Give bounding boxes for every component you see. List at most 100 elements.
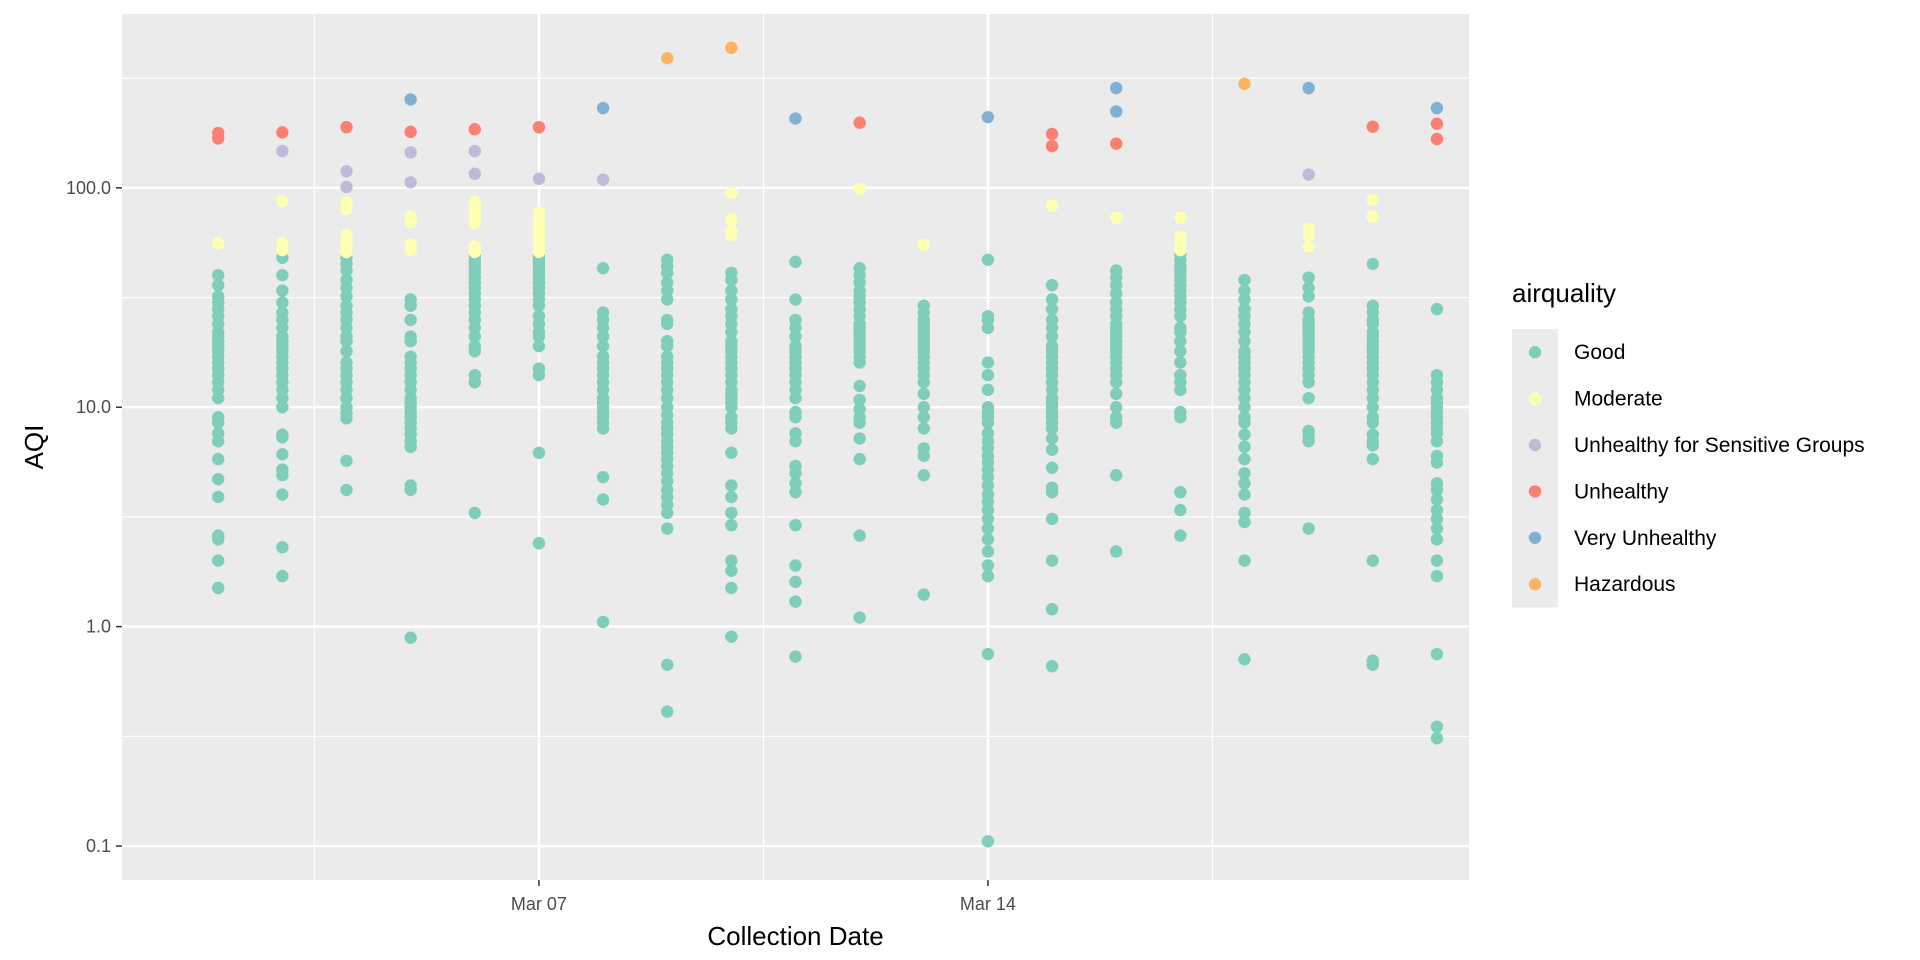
series-very-unhealthy (404, 81, 1444, 125)
data-point (532, 368, 546, 382)
legend-label: Very Unhealthy (1574, 527, 1717, 550)
legend-label: Hazardous (1574, 573, 1676, 596)
data-point (276, 296, 289, 309)
data-point (725, 581, 738, 595)
data-point (1045, 293, 1059, 306)
data-point (1174, 334, 1187, 348)
data-point (917, 469, 930, 482)
legend-title: airquality (1512, 278, 1616, 308)
data-point (340, 202, 353, 216)
data-point (1045, 512, 1059, 526)
data-point (1302, 81, 1315, 95)
data-point (276, 268, 289, 282)
data-point (1045, 199, 1059, 212)
data-point (1366, 658, 1379, 671)
data-point (1045, 432, 1059, 445)
legend-item-good: Good (1528, 341, 1625, 364)
data-point (1238, 653, 1251, 666)
legend-item-hazardous: Hazardous (1528, 573, 1676, 596)
data-point (404, 125, 417, 139)
data-point (276, 321, 289, 335)
data-point (1174, 356, 1187, 369)
data-point (340, 281, 353, 295)
data-point (917, 449, 930, 463)
data-point (1238, 325, 1251, 339)
data-point (212, 452, 225, 466)
data-point (1430, 522, 1444, 535)
data-point (212, 132, 225, 145)
data-point (853, 116, 866, 129)
x-tick-label: Mar 14 (960, 894, 1016, 914)
data-point (981, 533, 995, 546)
data-point (1430, 435, 1444, 448)
data-point (789, 477, 802, 490)
data-point (1238, 428, 1251, 441)
data-point (212, 435, 225, 448)
data-point (1430, 101, 1444, 115)
data-point (981, 503, 995, 517)
data-point (1430, 512, 1444, 526)
data-point (661, 293, 674, 306)
data-point (340, 412, 353, 425)
data-point (1174, 325, 1187, 339)
data-point (661, 391, 674, 405)
data-point (661, 266, 674, 279)
data-point (404, 313, 417, 327)
legend-item-unhealthy: Unhealthy (1528, 480, 1669, 503)
data-points (212, 41, 1444, 848)
data-point (340, 345, 353, 358)
data-point (661, 284, 674, 297)
data-point (1238, 273, 1251, 287)
y-tick-label: 100.0 (66, 178, 111, 198)
data-point (1110, 416, 1123, 429)
data-point (468, 376, 481, 389)
data-point (725, 490, 738, 504)
data-point (1174, 345, 1187, 358)
data-point (789, 485, 802, 499)
data-point (1366, 257, 1379, 271)
data-point (1366, 120, 1379, 133)
data-point (1045, 485, 1059, 499)
data-point (661, 317, 674, 331)
data-point (725, 506, 738, 520)
data-point (1110, 387, 1123, 401)
data-point (1430, 732, 1444, 745)
data-point (276, 243, 289, 257)
data-point (853, 356, 866, 369)
data-point (917, 588, 930, 601)
data-point (1238, 452, 1251, 466)
data-point (404, 93, 417, 106)
data-point (340, 264, 353, 277)
data-point (212, 278, 225, 292)
data-point (212, 472, 225, 486)
data-point (404, 215, 417, 229)
data-point (917, 376, 930, 389)
data-point (789, 435, 802, 448)
data-point (532, 245, 546, 259)
series-moderate (212, 182, 1379, 259)
legend-key (1528, 578, 1542, 591)
data-point (1045, 461, 1059, 474)
data-point (725, 284, 738, 297)
data-point (1045, 278, 1059, 292)
data-point (725, 518, 738, 532)
data-point (596, 101, 610, 115)
legend: airquality Good Moderate Unhealthy for Sen… (1512, 278, 1865, 608)
data-point (853, 393, 866, 407)
data-point (981, 383, 995, 397)
data-point (1238, 293, 1251, 306)
data-point (276, 541, 289, 554)
data-point (1302, 281, 1315, 295)
data-point (917, 401, 930, 414)
data-point (725, 212, 738, 226)
series-unhealthy (212, 116, 1444, 153)
data-point (725, 564, 738, 577)
data-point (853, 432, 866, 445)
data-point (1174, 243, 1187, 257)
legend-item-moderate: Moderate (1528, 388, 1663, 411)
data-point (468, 330, 481, 343)
data-point (532, 446, 546, 459)
data-point (1110, 211, 1123, 225)
data-point (981, 356, 995, 369)
data-point (1174, 411, 1187, 424)
